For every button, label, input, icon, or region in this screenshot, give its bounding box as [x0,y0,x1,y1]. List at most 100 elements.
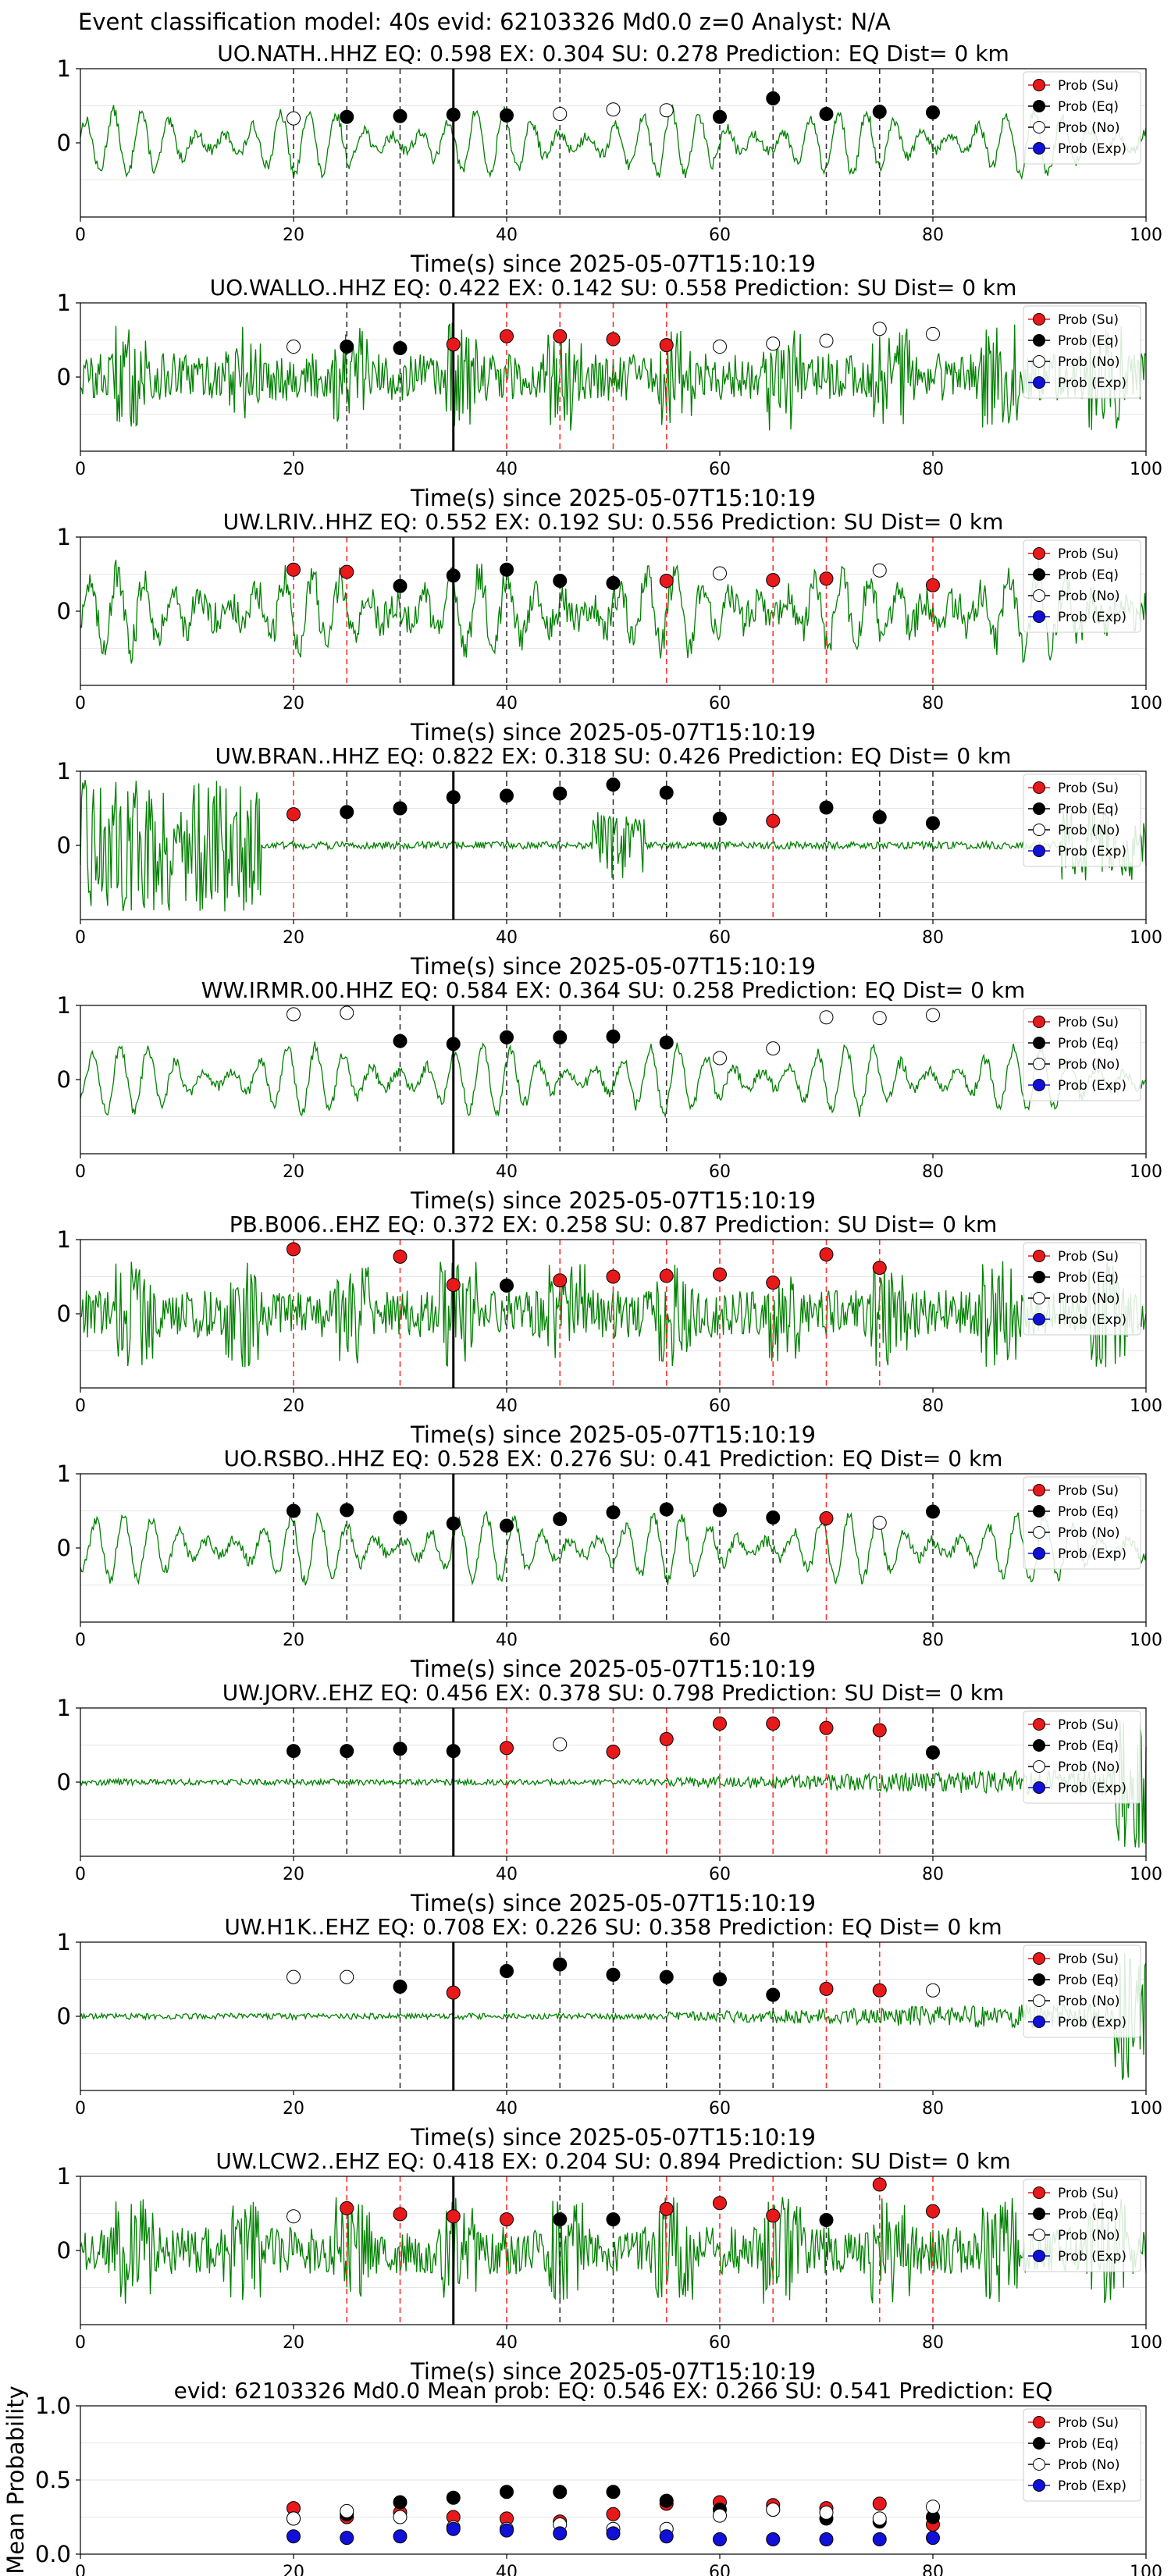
legend-marker-su [1033,2186,1045,2199]
legend-label-no: Prob (No) [1058,589,1120,604]
legend-label-exp: Prob (Exp) [1058,1078,1127,1094]
prob-point-su [766,813,781,828]
prob-point-su [819,1511,834,1525]
x-tick-label: 0 [75,2333,86,2353]
prob-point-no [872,563,887,578]
legend-label-no: Prob (No) [1058,2457,1120,2473]
mean-point-exp [659,2529,674,2544]
prob-point-no [926,326,940,341]
legend-label-eq: Prob (Eq) [1058,1270,1119,1286]
prob-point-no [713,566,727,581]
prob-point-eq [819,800,834,815]
mean-point-exp [819,2532,834,2546]
prob-point-eq [713,109,727,124]
x-tick-label: 60 [709,1162,731,1182]
x-tick-label: 40 [496,1865,518,1884]
prob-point-eq [553,1030,568,1044]
x-tick-label: 100 [1130,2333,1162,2353]
prob-point-eq [393,109,408,123]
mean-point-no [926,2500,940,2514]
x-tick-label: 100 [1130,2099,1162,2119]
legend-marker-su [1033,1484,1045,1496]
prob-point-su [393,2207,408,2222]
x-tick-label: 80 [922,226,944,245]
legend-label-exp: Prob (Exp) [1058,141,1127,157]
prob-point-su [766,573,781,588]
y-tick-label: 1 [57,1461,71,1487]
legend-marker-no [1033,355,1045,368]
legend-box [1023,1944,1141,2038]
mean-point-no [340,2503,354,2518]
legend-box [1023,774,1141,867]
mean-point-no [819,2505,834,2520]
legend-label-exp: Prob (Exp) [1058,1312,1127,1328]
panel-title: UW.LCW2..EHZ EQ: 0.418 EX: 0.204 SU: 0.8… [215,2148,1010,2174]
mean-point-exp [606,2526,621,2541]
legend-marker-no [1033,1058,1045,1070]
prob-point-no [287,340,301,354]
legend-marker-exp [1033,1079,1045,1091]
panel-title: UW.H1K..EHZ EQ: 0.708 EX: 0.226 SU: 0.35… [224,1914,1002,1940]
waveform-trace [80,104,1147,180]
legend-marker-su [1033,313,1045,326]
waveform-panel: PB.B006..EHZ EQ: 0.372 EX: 0.258 SU: 0.8… [57,1212,1162,1448]
legend-marker-su [1033,547,1045,560]
legend-label-no: Prob (No) [1058,823,1120,838]
legend-marker-su [1033,79,1045,91]
x-axis-label: Time(s) since 2025-05-07T15:10:19 [410,719,816,745]
legend-label-no: Prob (No) [1058,120,1120,136]
prob-point-eq [659,785,674,800]
x-tick-label: 100 [1130,694,1162,713]
prob-point-eq [393,340,408,355]
x-tick-label: 60 [709,1397,731,1416]
x-axis-label: Time(s) since 2025-05-07T15:10:19 [410,2124,816,2151]
legend-marker-eq [1033,1739,1045,1752]
x-tick-label: 20 [283,1865,304,1884]
prob-point-su [340,564,354,579]
mean-point-exp [713,2532,727,2546]
prob-point-su [446,1985,461,2000]
panel-title: UO.WALLO..HHZ EQ: 0.422 EX: 0.142 SU: 0.… [210,275,1017,301]
legend-marker-no [1033,121,1045,133]
x-tick-label: 60 [709,2333,731,2353]
prob-point-no [926,1983,940,1998]
x-tick-label: 40 [496,694,518,713]
mean-point-exp [926,2531,940,2546]
prob-point-su [819,1247,834,1261]
legend-marker-no [1033,2229,1045,2241]
waveform-panel: UO.RSBO..HHZ EQ: 0.528 EX: 0.276 SU: 0.4… [57,1446,1162,1682]
prob-point-eq [659,1502,674,1517]
panel-title: UW.LRIV..HHZ EQ: 0.552 EX: 0.192 SU: 0.5… [223,509,1004,535]
y-tick-label: 1.0 [35,2393,71,2419]
y-axis-label: Mean Probability [2,2386,29,2574]
prob-point-eq [393,1742,408,1756]
legend-marker-no [1033,2458,1045,2471]
prob-point-no [553,106,568,121]
x-tick-label: 0 [75,1162,86,1182]
mean-point-exp [872,2532,887,2546]
waveform-trace [80,780,1147,912]
prob-point-su [766,1276,781,1290]
prob-point-eq [606,1505,621,1520]
x-tick-label: 80 [922,694,944,713]
x-tick-label: 80 [922,1397,944,1416]
prob-point-eq [553,2212,568,2227]
x-axis-label: Time(s) since 2025-05-07T15:10:19 [410,953,816,980]
legend-label-su: Prob (Su) [1058,1249,1119,1265]
prob-point-no [713,1051,727,1066]
prob-point-no [340,1969,354,1984]
prob-point-no [606,102,621,117]
x-axis-label: Time(s) since 2025-05-07T15:10:19 [410,1656,816,1682]
x-tick-label: 0 [75,1397,86,1416]
prob-point-eq [606,1967,621,1982]
legend-marker-exp [1033,2479,1045,2492]
prob-point-eq [446,1037,461,1051]
legend-label-eq: Prob (Eq) [1058,1036,1119,1051]
prob-point-eq [446,568,461,583]
legend-label-su: Prob (Su) [1058,1015,1119,1030]
prob-point-eq [819,2213,834,2228]
prob-point-su [872,2177,887,2192]
prob-point-su [606,1269,621,1284]
legend-marker-exp [1033,1781,1045,1794]
mean-point-eq [553,2485,568,2500]
